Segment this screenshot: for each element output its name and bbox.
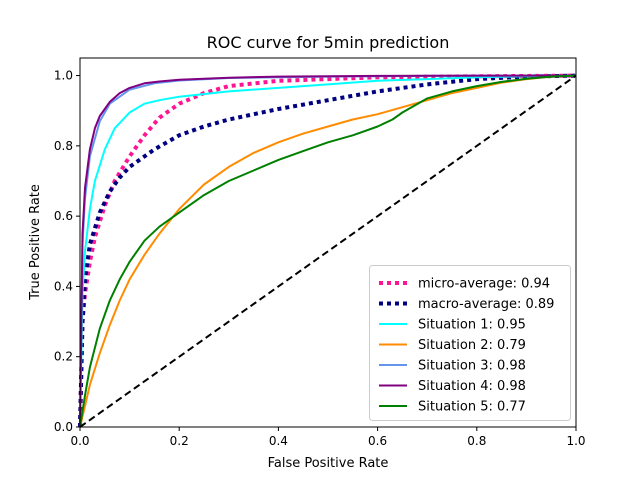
legend-label: Situation 1: 0.95 (418, 318, 526, 333)
legend-box (369, 265, 571, 421)
plot-lines (78, 73, 577, 428)
legend-label: Situation 4: 0.98 (418, 379, 526, 394)
x-tick-label: 0.8 (467, 434, 486, 448)
y-tick-label: 0.6 (54, 209, 73, 223)
y-axis-ticks: 0.0 0.2 0.4 0.6 0.8 1.0 (54, 69, 80, 434)
x-tick-label: 0.4 (269, 434, 288, 448)
legend-label: micro-average: 0.94 (418, 277, 550, 292)
series-line-7 (79, 74, 577, 428)
x-tick-label: 1.0 (566, 434, 585, 448)
x-axis-label: False Positive Rate (268, 456, 389, 471)
x-axis-ticks: 0.0 0.2 0.4 0.6 0.8 1.0 (70, 427, 586, 448)
x-tick-label: 0.2 (170, 434, 189, 448)
y-tick-label: 0.4 (54, 279, 73, 293)
y-tick-label: 0.2 (54, 350, 73, 364)
x-tick-label: 0.0 (70, 434, 89, 448)
series-line-2 (78, 73, 577, 428)
chart-title: ROC curve for 5min prediction (207, 33, 450, 52)
series-line-3 (79, 74, 577, 428)
y-tick-label: 1.0 (54, 69, 73, 83)
series-line-1 (78, 73, 577, 428)
legend-label: Situation 3: 0.98 (418, 359, 526, 374)
y-axis-label: True Positive Rate (28, 184, 43, 301)
legend-label: Situation 2: 0.79 (418, 338, 526, 353)
x-tick-label: 0.6 (368, 434, 387, 448)
series-line-6 (79, 74, 576, 428)
y-tick-label: 0.8 (54, 139, 73, 153)
legend-label: macro-average: 0.89 (418, 297, 554, 312)
legend-label: Situation 5: 0.77 (418, 400, 526, 415)
legend: micro-average: 0.94 macro-average: 0.89 Si… (369, 265, 571, 421)
chance-diagonal-line (79, 74, 577, 428)
series-line-4 (79, 74, 577, 428)
plot-frame (79, 57, 577, 428)
y-tick-label: 0.0 (54, 420, 73, 434)
